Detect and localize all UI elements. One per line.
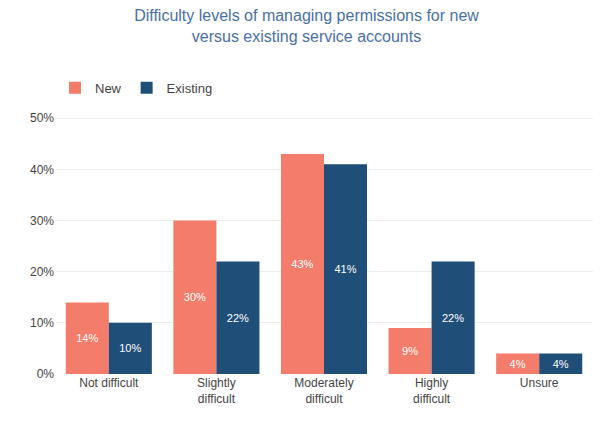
svg-text:41%: 41% bbox=[334, 263, 356, 275]
svg-text:0%: 0% bbox=[37, 367, 55, 381]
svg-text:43%: 43% bbox=[291, 258, 313, 270]
svg-text:22%: 22% bbox=[227, 312, 249, 324]
svg-text:14%: 14% bbox=[76, 332, 98, 344]
svg-text:50%: 50% bbox=[30, 111, 54, 125]
svg-text:40%: 40% bbox=[30, 163, 54, 177]
svg-text:Difficulty levels of managing: Difficulty levels of managing permission… bbox=[134, 7, 479, 45]
svg-text:22%: 22% bbox=[442, 312, 464, 324]
svg-text:Highlydifficult: Highlydifficult bbox=[413, 376, 451, 406]
svg-text:Slightlydifficult: Slightlydifficult bbox=[197, 376, 236, 406]
svg-text:10%: 10% bbox=[119, 342, 141, 354]
svg-text:30%: 30% bbox=[184, 291, 206, 303]
svg-text:4%: 4% bbox=[553, 358, 569, 370]
svg-text:30%: 30% bbox=[30, 214, 54, 228]
svg-text:20%: 20% bbox=[30, 265, 54, 279]
svg-text:9%: 9% bbox=[402, 345, 418, 357]
svg-text:Not difficult: Not difficult bbox=[79, 376, 139, 390]
svg-text:4%: 4% bbox=[510, 358, 526, 370]
svg-text:New: New bbox=[95, 81, 122, 96]
svg-text:Unsure: Unsure bbox=[520, 376, 559, 390]
svg-text:10%: 10% bbox=[30, 316, 54, 330]
svg-text:Moderatelydifficult: Moderatelydifficult bbox=[294, 376, 353, 406]
svg-text:Existing: Existing bbox=[167, 81, 213, 96]
